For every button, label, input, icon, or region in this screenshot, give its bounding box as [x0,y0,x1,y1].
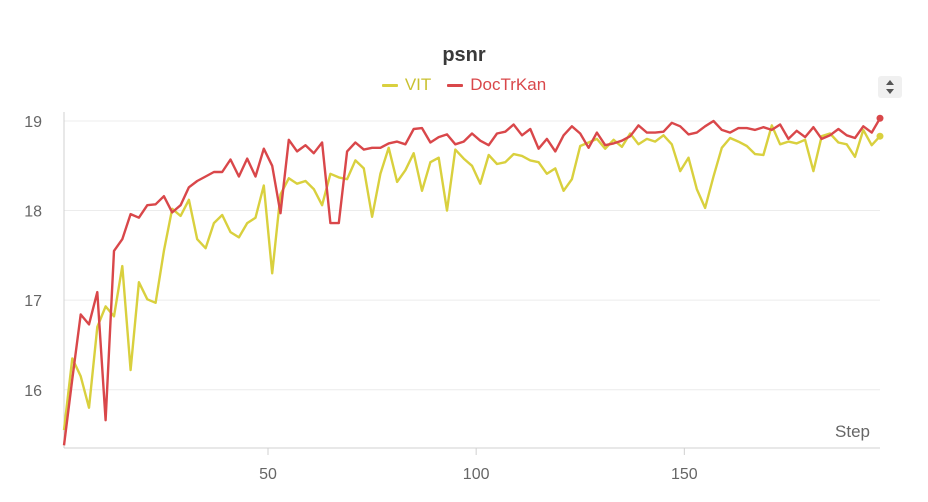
legend-item-vit[interactable]: VIT [381,75,432,95]
x-tick-label: 50 [259,466,277,483]
y-tick-label: 18 [24,204,42,221]
axes [63,112,880,455]
legend-label-doctrkan: DocTrKan [470,75,547,94]
x-axis-label: Step [835,422,870,441]
series-line-doctrkan[interactable] [62,117,882,446]
chart-title: psnr [442,44,486,66]
sort-toggle-button[interactable] [878,76,902,98]
series-line-vit[interactable] [62,124,881,431]
tick-labels: 16 17 18 19 50 100 150 [24,114,698,483]
x-tick-label: 150 [671,466,698,483]
x-tick-label: 100 [463,466,490,483]
legend: VIT DocTrKan [0,75,928,95]
y-tick-label: 19 [24,114,42,131]
series-lines [62,114,884,446]
series-endpoint-vit [876,132,884,140]
y-tick-label: 16 [24,383,42,400]
legend-item-doctrkan[interactable]: DocTrKan [447,75,546,95]
y-tick-label: 17 [24,293,42,310]
sort-arrows-icon [886,80,894,94]
legend-swatch-vit [381,83,398,87]
series-endpoint-doctrkan [876,114,884,122]
legend-label-vit: VIT [404,75,432,94]
legend-swatch-doctrkan [447,83,464,87]
grid-lines [64,120,880,391]
